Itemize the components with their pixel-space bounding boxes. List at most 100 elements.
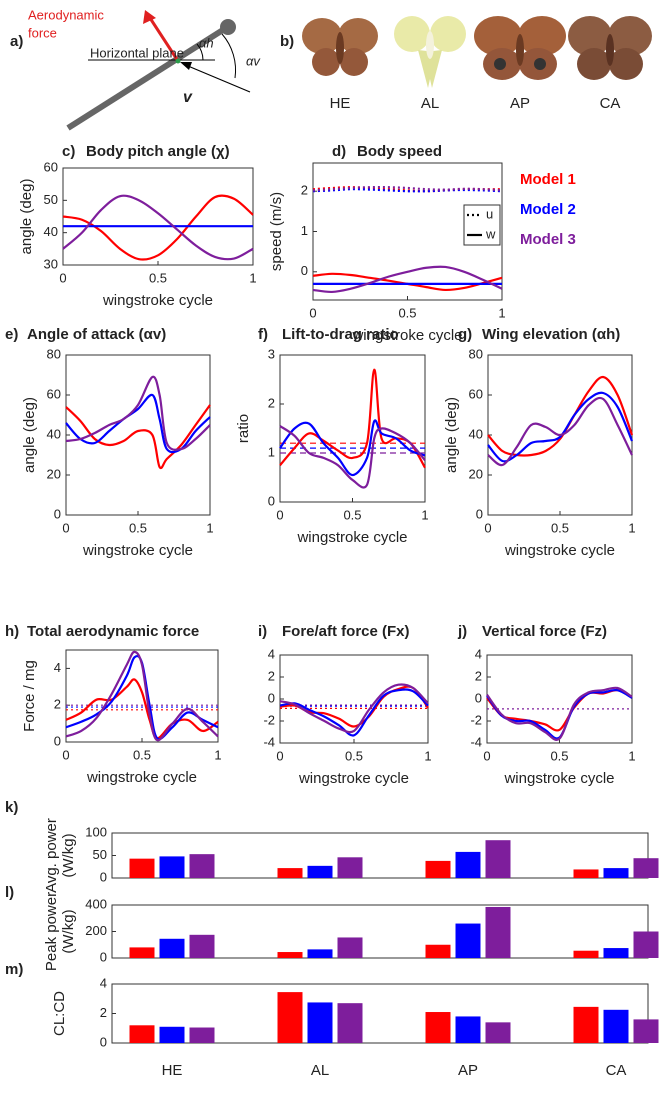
y-tick-label: 4 bbox=[268, 646, 275, 661]
y-tick-label: 1 bbox=[301, 223, 308, 238]
plane-label: Horizontal plane bbox=[90, 45, 184, 60]
series-line bbox=[65, 678, 219, 740]
series-line bbox=[65, 650, 219, 742]
y-tick-label: 4 bbox=[100, 975, 107, 990]
bar bbox=[603, 868, 629, 878]
y-tick-label: 80 bbox=[47, 346, 61, 361]
chart-title: Lift-to-drag ratio bbox=[282, 326, 399, 343]
x-tick-label: 0 bbox=[276, 748, 283, 763]
x-axis-label: wingstroke cycle bbox=[102, 292, 213, 309]
y-tick-label: 0 bbox=[100, 869, 107, 884]
x-tick-label: 0.5 bbox=[550, 748, 568, 763]
angle-arc-h bbox=[196, 43, 204, 61]
panel-label: j) bbox=[457, 623, 467, 640]
chart-title: Vertical force (Fz) bbox=[482, 623, 607, 640]
x-tick-label: 0.5 bbox=[149, 270, 167, 285]
x-tick-label: AL bbox=[311, 1062, 329, 1079]
bar bbox=[129, 1025, 155, 1043]
y-tick-label: 2 bbox=[475, 668, 482, 683]
y-tick-label: 20 bbox=[469, 466, 483, 481]
moth-al bbox=[394, 16, 466, 88]
x-axis-label: wingstroke cycle bbox=[351, 327, 462, 344]
y-tick-label: 60 bbox=[469, 386, 483, 401]
bar bbox=[455, 923, 481, 958]
y-tick-label: 200 bbox=[85, 923, 107, 938]
legend-label: Model 1 bbox=[520, 171, 576, 188]
series-line bbox=[65, 404, 211, 470]
panel-label: d) bbox=[332, 143, 346, 160]
chart-line: j) Vertical force (Fz) -4 -2 0 2 4 0 0.5 1 wingstr… bbox=[457, 623, 636, 787]
series-line bbox=[486, 686, 633, 741]
y-tick-label: 50 bbox=[93, 847, 107, 862]
y-axis-label: CL:CD bbox=[51, 991, 68, 1036]
x-tick-label: 1 bbox=[214, 747, 221, 762]
y-tick-label: 0 bbox=[54, 733, 61, 748]
x-tick-label: 0.5 bbox=[398, 305, 416, 320]
y-tick-label: 2 bbox=[301, 183, 308, 198]
chart-title: Total aerodynamic force bbox=[27, 623, 199, 640]
x-tick-label: 0.5 bbox=[133, 747, 151, 762]
y-tick-label: 400 bbox=[85, 896, 107, 911]
bar bbox=[159, 938, 185, 958]
bar bbox=[633, 931, 659, 958]
y-tick-label: 0 bbox=[100, 1034, 107, 1049]
panel-label: a) bbox=[10, 33, 23, 50]
y-axis-label: (W/kg) bbox=[60, 909, 77, 953]
alpha-v-label: αv bbox=[246, 53, 261, 68]
y-tick-label: 80 bbox=[469, 346, 483, 361]
x-axis-label: wingstroke cycle bbox=[86, 769, 197, 786]
bar bbox=[337, 1003, 363, 1043]
y-axis-label: Peak power bbox=[43, 892, 60, 971]
y-tick-label: -4 bbox=[470, 734, 482, 749]
moth-he bbox=[302, 18, 378, 76]
species-label: AP bbox=[510, 95, 530, 112]
x-tick-label: AP bbox=[458, 1062, 478, 1079]
bar bbox=[455, 851, 481, 878]
velocity-arrow bbox=[187, 65, 251, 93]
panel-label: b) bbox=[280, 33, 294, 50]
x-tick-label: 0.5 bbox=[343, 507, 361, 522]
y-axis-label: ratio bbox=[235, 414, 252, 443]
style-legend-box bbox=[463, 204, 501, 246]
chart-line: i) Fore/aft force (Fx) -4 -2 0 2 4 0 0.5 1 wingstr… bbox=[258, 623, 432, 787]
alpha-h-label: αh bbox=[199, 35, 214, 50]
series-line bbox=[62, 194, 254, 261]
chart-title: Fore/aft force (Fx) bbox=[282, 623, 410, 640]
force-arrow bbox=[148, 17, 180, 62]
x-tick-label: 1 bbox=[628, 748, 635, 763]
bar bbox=[129, 947, 155, 958]
series-line bbox=[279, 425, 426, 489]
chart-line: c) Body pitch angle (χ) 30 40 50 60 angle (deg… bbox=[18, 143, 257, 309]
bar bbox=[307, 949, 333, 958]
x-tick-label: 1 bbox=[498, 305, 505, 320]
y-tick-label: 1 bbox=[268, 444, 275, 459]
bar bbox=[485, 840, 511, 878]
y-tick-label: 60 bbox=[44, 159, 58, 174]
bar bbox=[277, 952, 303, 958]
force-label: force bbox=[28, 25, 57, 40]
chart-title: Body speed bbox=[357, 143, 442, 160]
x-tick-label: 0 bbox=[62, 520, 69, 535]
bar bbox=[307, 1002, 333, 1043]
angle-arc-v bbox=[221, 33, 237, 79]
diagram-a: a) Aerodynamic force Horizontal plane αh… bbox=[10, 7, 261, 131]
panel-label: k) bbox=[5, 799, 18, 816]
x-axis-label: wingstroke cycle bbox=[298, 770, 409, 787]
series-line bbox=[279, 683, 429, 734]
x-tick-label: 0 bbox=[309, 305, 316, 320]
x-tick-label: 1 bbox=[424, 748, 431, 763]
x-tick-label: 0 bbox=[59, 270, 66, 285]
legend-label: Model 2 bbox=[520, 201, 576, 218]
y-tick-label: -2 bbox=[470, 712, 482, 727]
y-tick-label: 3 bbox=[268, 346, 275, 361]
bar bbox=[485, 906, 511, 958]
x-axis-label: wingstroke cycle bbox=[82, 542, 193, 559]
bar bbox=[337, 937, 363, 958]
chart-line: f) Lift-to-drag ratio 0 1 2 3 ratio 0 0.5 1 wingst… bbox=[235, 326, 429, 546]
panel-label: i) bbox=[258, 623, 267, 640]
chart-line: d) Body speed 0 1 2 speed (m/s) 0 0.5 1 wingstrok… bbox=[268, 143, 506, 344]
panel-label: m) bbox=[5, 961, 23, 978]
series-line bbox=[65, 375, 211, 451]
